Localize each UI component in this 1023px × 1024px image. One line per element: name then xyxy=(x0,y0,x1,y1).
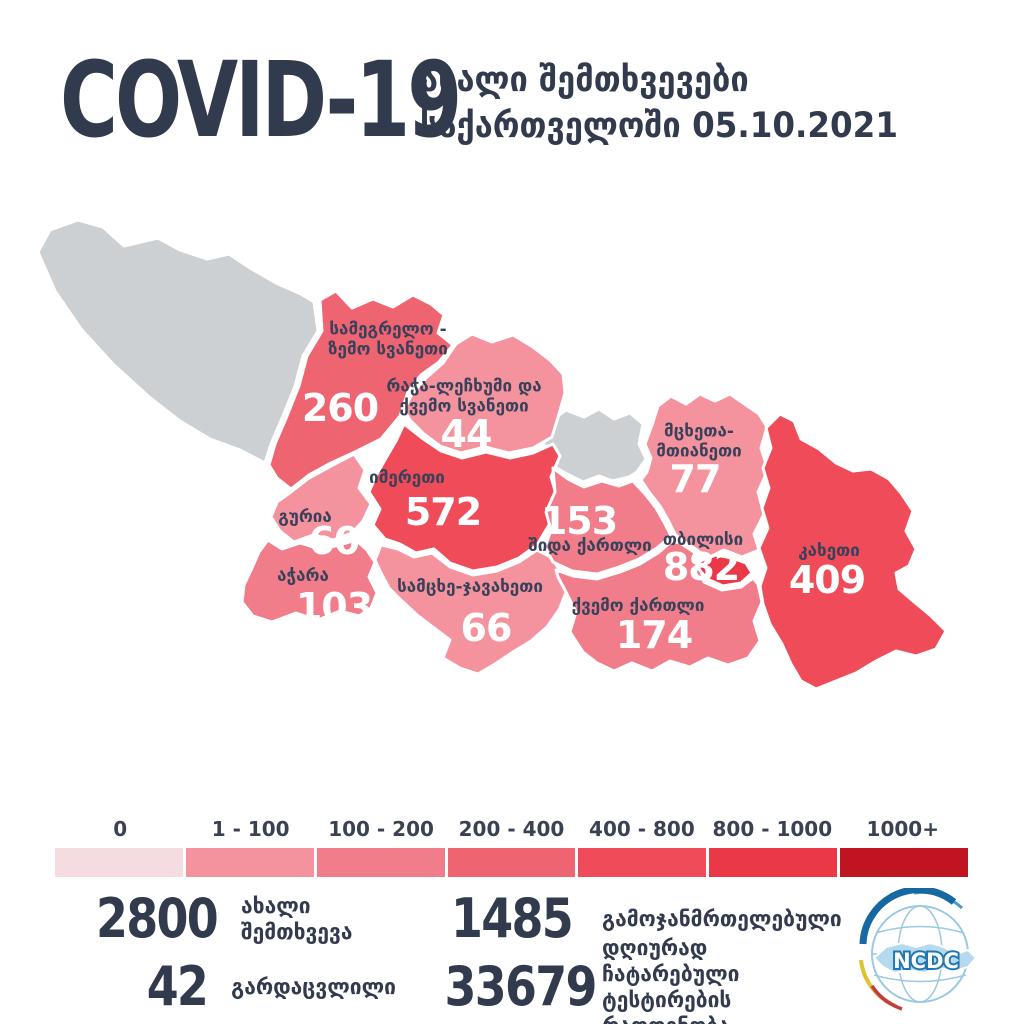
region-imereti-shape xyxy=(367,422,562,573)
recovered-value: 1485 xyxy=(451,887,574,950)
legend-swatch-1 xyxy=(185,848,314,877)
stats-panel: 2800 ახალი შემთხვევა 1485 გამოჯანმრთელებ… xyxy=(62,887,842,1024)
legend-swatch-0 xyxy=(55,848,183,877)
region-mtskheta-value: 77 xyxy=(669,457,722,501)
region-abkhazia-shape xyxy=(36,218,320,465)
region-samtskhe-label: სამცხე-ჯავახეთი xyxy=(397,576,543,597)
legend-swatch-6 xyxy=(840,848,969,877)
region-tbilisi-value: 882 xyxy=(662,545,740,589)
region-guria-shape xyxy=(269,452,373,544)
region-samegrelo-shape xyxy=(267,289,455,491)
legend: 0 1 - 100 100 - 200 200 - 400 400 - 800 … xyxy=(55,817,969,877)
legend-swatch-2 xyxy=(316,848,445,877)
region-kakheti-label: კახეთი xyxy=(798,540,860,561)
region-racha-shape xyxy=(402,332,567,455)
region-shida-kartli-label: შიდა ქართლი xyxy=(528,535,652,556)
region-racha-value: 44 xyxy=(440,412,493,456)
ncdc-logo: NCDC xyxy=(859,888,978,1011)
legend-swatch-4 xyxy=(578,848,707,877)
region-samtskhe-value: 66 xyxy=(460,606,513,650)
recovered-label: გამოჯანმრთელებული xyxy=(602,906,842,931)
legend-label-0: 0 xyxy=(113,817,128,841)
region-guria-value: 60 xyxy=(308,519,361,563)
region-imereti-label: იმერეთი xyxy=(369,467,445,488)
region-kakheti-shape xyxy=(757,412,948,691)
region-racha-label: რაჭა-ლეჩხუმი და ქვემო სვანეთი xyxy=(386,376,542,417)
globe-icon xyxy=(859,888,969,1011)
region-shida-kartli-value: 153 xyxy=(540,499,618,543)
page-title: COVID-19 xyxy=(60,39,462,161)
swoosh-blue xyxy=(859,888,957,945)
region-adjara-shape xyxy=(240,538,379,624)
region-samegrelo-value: 260 xyxy=(301,386,379,430)
region-guria-label: გურია xyxy=(278,506,332,527)
page-subtitle: ახალი შემთხვევები საქართველოში 05.10.202… xyxy=(420,63,898,144)
region-kvemo-kartli-value: 174 xyxy=(615,613,693,657)
recovered-stat: 1485 გამოჯანმრთელებული xyxy=(422,887,842,950)
region-south-ossetia-shape xyxy=(541,407,648,484)
region-mtskheta-shape xyxy=(639,392,770,560)
region-samegrelo-label: სამეგრელო - ზემო სვანეთი xyxy=(328,319,448,360)
legend-label-2: 100 - 200 xyxy=(328,817,434,841)
region-kvemo-kartli-label: ქვემო ქართლი xyxy=(571,595,705,616)
legend-label-1: 1 - 100 xyxy=(211,817,290,841)
new-cases-value: 2800 xyxy=(96,887,219,950)
stats-row-2: 42 გარდაცვლილი 33679 დღიურად ჩატარებული … xyxy=(62,936,832,1024)
georgia-shape xyxy=(872,941,978,975)
deceased-label: გარდაცვლილი xyxy=(231,974,396,999)
region-samtskhe-shape xyxy=(373,543,569,676)
region-adjara-label: აჭარა xyxy=(277,565,329,586)
region-kakheti-value: 409 xyxy=(788,558,866,602)
region-imereti-value: 572 xyxy=(404,490,482,534)
legend-label-3: 200 - 400 xyxy=(458,817,565,841)
legend-swatch-5 xyxy=(709,848,838,877)
legend-label-4: 400 - 800 xyxy=(589,817,695,841)
region-tbilisi-shape xyxy=(697,553,754,588)
swoosh-red xyxy=(870,984,903,1011)
legend-labels: 0 1 - 100 100 - 200 200 - 400 400 - 800 … xyxy=(55,817,968,841)
tests-label: დღიურად ჩატარებული ტესტირების რაოდენობა xyxy=(602,935,740,1024)
legend-label-6: 1000+ xyxy=(866,817,939,841)
new-cases-label: ახალი შემთხვევა xyxy=(241,893,353,944)
region-tbilisi-label: თბილისი xyxy=(662,529,744,550)
deceased-value: 42 xyxy=(146,955,209,1018)
tests-value: 33679 xyxy=(444,955,598,1018)
legend-swatch-3 xyxy=(447,848,576,877)
subtitle-line2: საქართველოში 05.10.2021 xyxy=(420,106,898,146)
tests-stat: 33679 დღიურად ჩატარებული ტესტირების რაოდ… xyxy=(422,935,832,1024)
subtitle-line1: ახალი შემთხვევები xyxy=(420,60,749,100)
region-kvemo-kartli-shape xyxy=(554,539,764,673)
ncdc-text: NCDC xyxy=(893,949,959,973)
stats-row-1: 2800 ახალი შემთხვევა 1485 გამოჯანმრთელებ… xyxy=(62,887,842,950)
region-shida-kartli-shape xyxy=(543,466,673,576)
region-mtskheta-label: მცხეთა-მთიანეთი xyxy=(656,421,742,462)
legend-swatches xyxy=(55,848,969,877)
legend-label-5: 800 - 1000 xyxy=(712,817,833,841)
region-adjara-value: 103 xyxy=(295,585,373,629)
